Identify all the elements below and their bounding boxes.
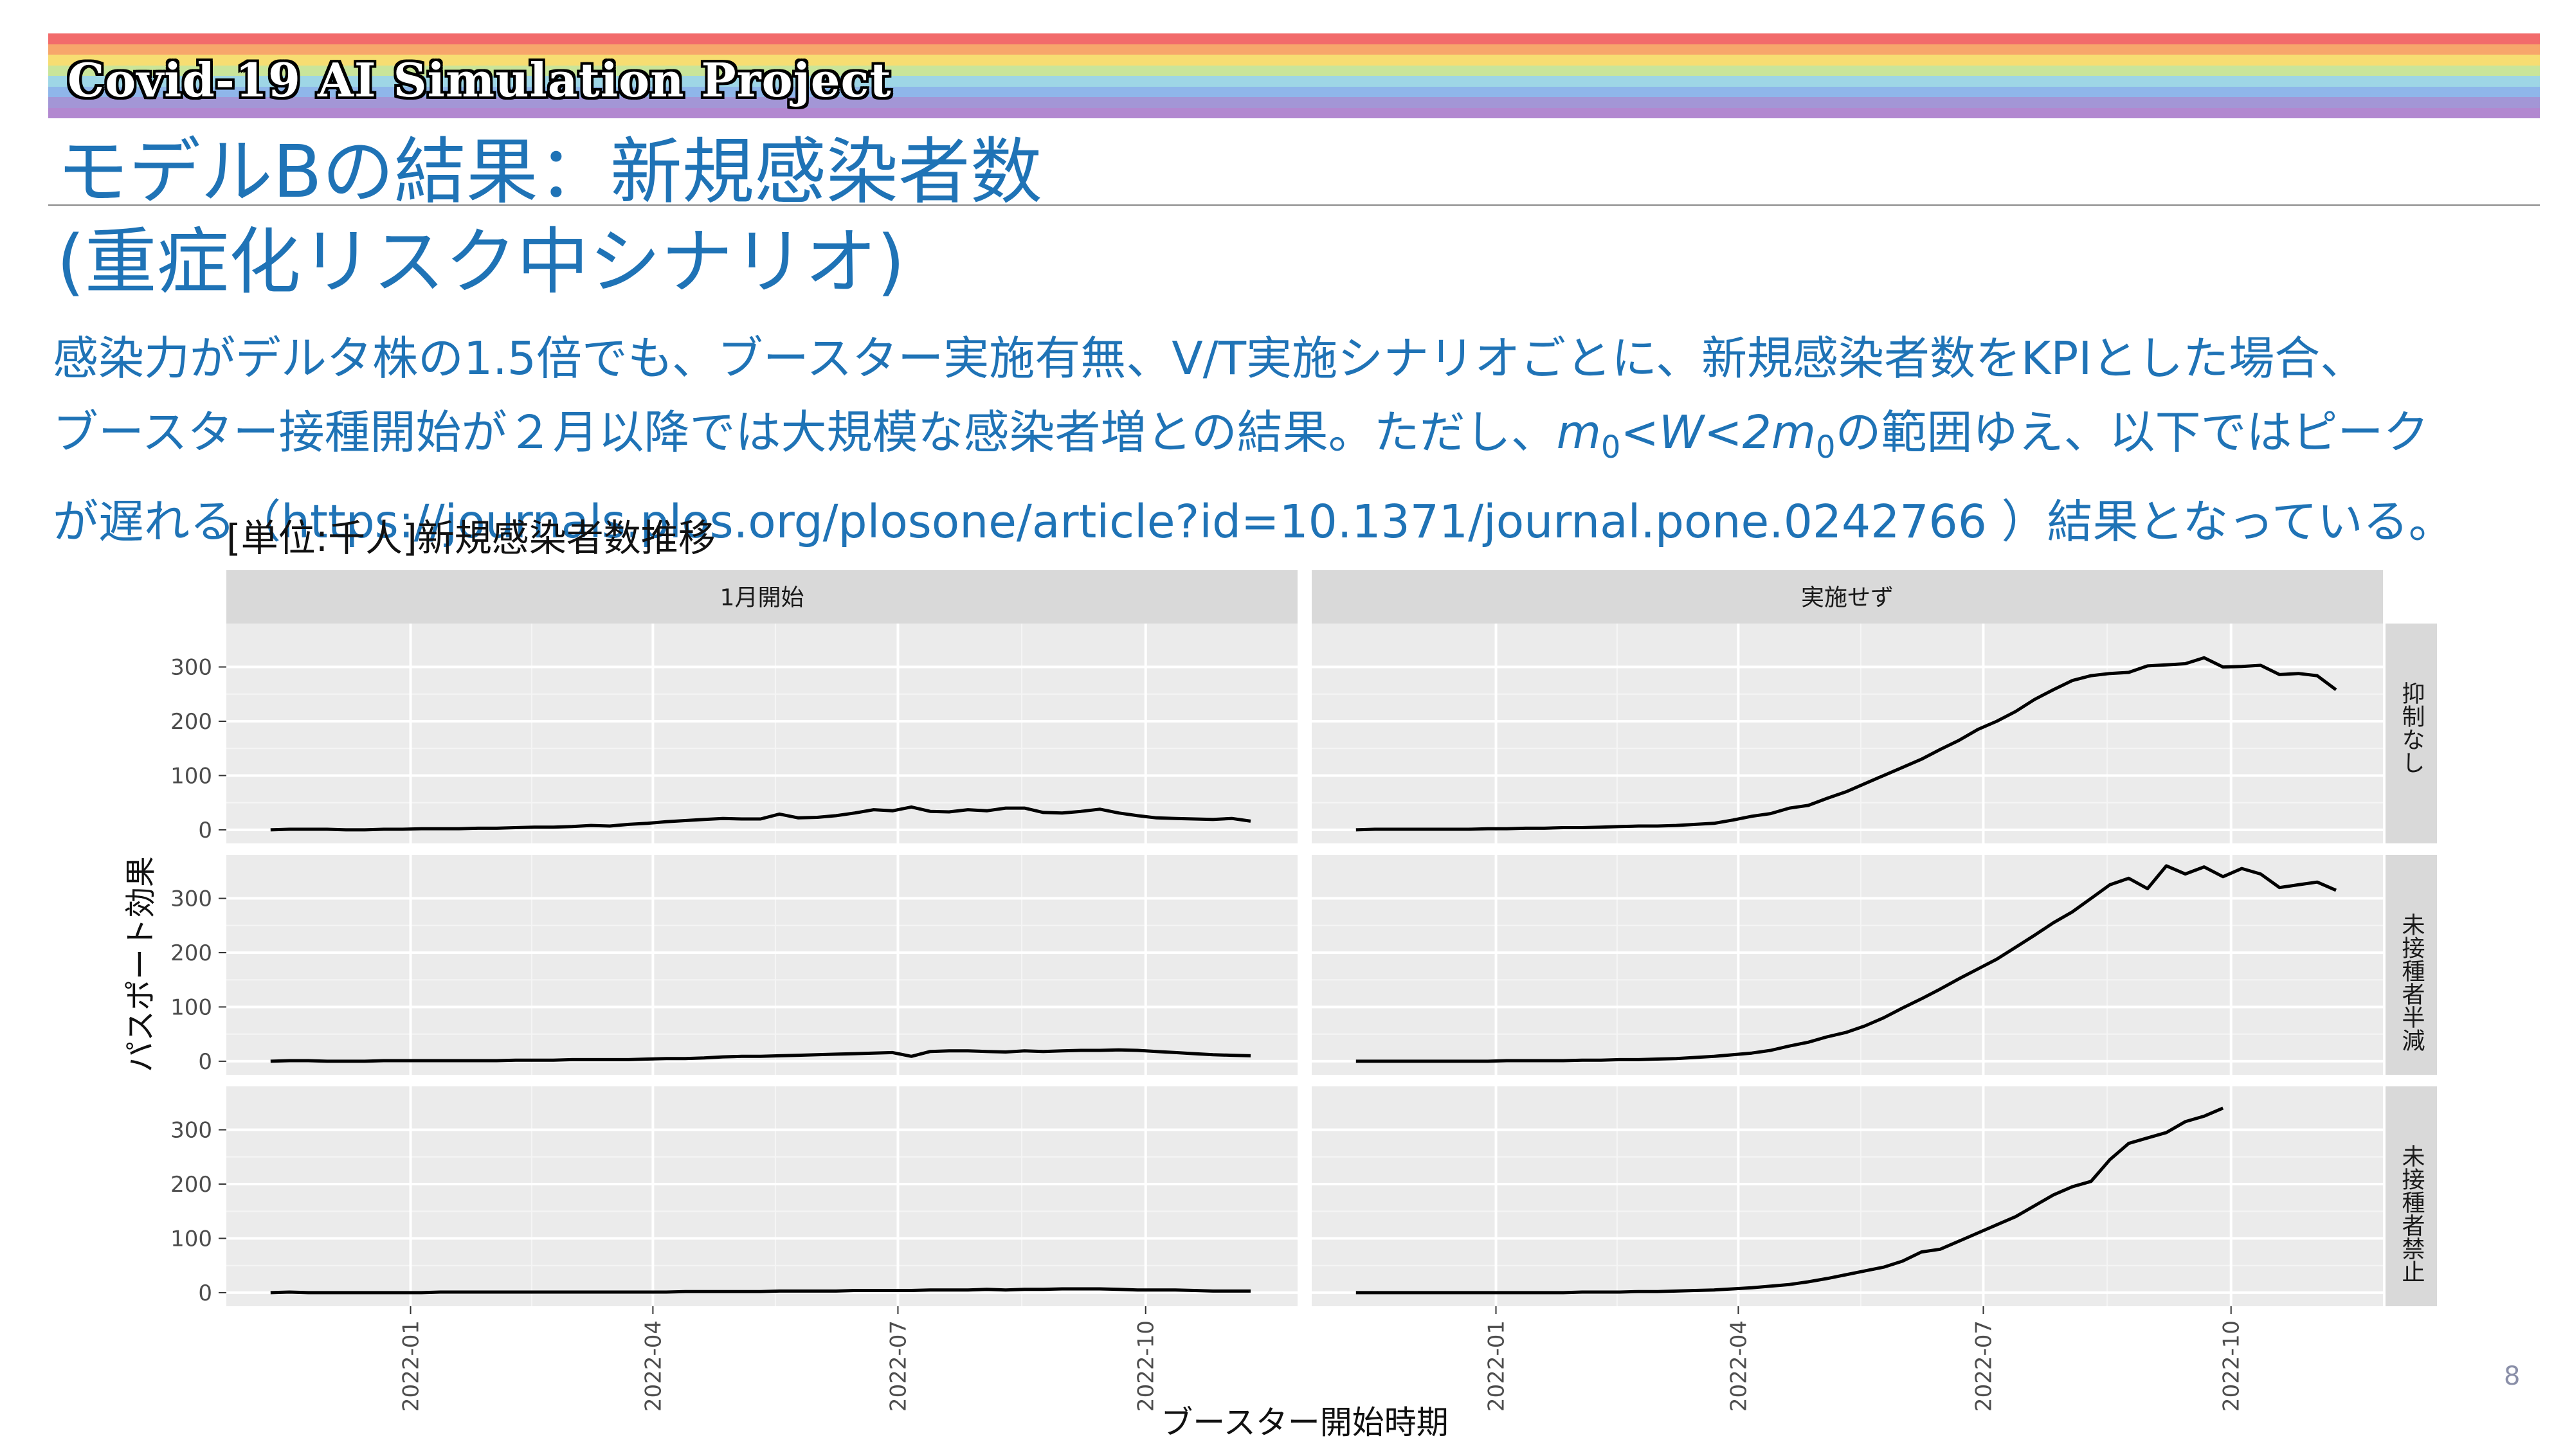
banner-stripe-1 (48, 33, 2540, 44)
row-strip-label: 未接種者禁止 (2398, 1144, 2425, 1283)
x-tick-label: 2022-10 (1134, 1320, 1159, 1412)
banner-stripe-7 (48, 97, 2540, 108)
banner-title: Covid-19 AI Simulation Project (68, 53, 892, 107)
y-tick-label: 0 (198, 818, 212, 843)
math-m0-2: m0 (1771, 406, 1836, 465)
math-inequality: <W<2 (1620, 406, 1771, 459)
body-line-2: ブースター接種開始が２月以降では大規模な感染者増との結果。ただし、m0<W<2m… (53, 395, 2528, 485)
row-strip (2386, 855, 2437, 1075)
panel-background (1312, 624, 2383, 843)
series-line (1355, 1106, 2224, 1295)
panel-background (1312, 855, 2383, 1075)
body-line-2-text: ブースター接種開始が２月以降では大規模な感染者増との結果。ただし、 (53, 406, 1557, 459)
math-sub: 0 (1600, 429, 1621, 466)
y-tick-label: 200 (170, 1172, 212, 1198)
series-line (1355, 864, 2337, 1063)
x-tick-label: 2022-07 (885, 1320, 911, 1412)
column-strip (1312, 570, 2383, 624)
x-tick-label: 2022-07 (1971, 1320, 1997, 1412)
body-line-3: が遅れる（https://journals.plos.org/plosone/a… (53, 495, 2454, 549)
panel-background (1312, 1086, 2383, 1306)
row-strip-label: 未接種者半減 (2398, 913, 2425, 1052)
math-m-2: m (1771, 406, 1816, 459)
panel-background (226, 624, 1298, 843)
y-tick-label: 100 (170, 994, 212, 1020)
slide-title: モデルBの結果：新規感染者数 (重症化リスク中シナリオ) (57, 127, 1042, 307)
banner-stripe-3 (48, 55, 2540, 66)
y-tick-label: 300 (170, 886, 212, 912)
row-strip (2386, 1086, 2437, 1306)
x-tick-label: 2022-04 (640, 1320, 666, 1412)
x-axis-title: ブースター開始時期 (1161, 1404, 1449, 1441)
y-axis-title: パスポート効果 (123, 856, 159, 1072)
column-strip (226, 570, 1298, 624)
row-strip-label: 抑制なし (2398, 681, 2425, 774)
slide-title-line-2: (重症化リスク中シナリオ) (57, 220, 905, 304)
series-line (1355, 656, 2337, 832)
banner-stripe-4 (48, 65, 2540, 76)
banner-stripe-5 (48, 76, 2540, 87)
y-tick-label: 200 (170, 709, 212, 735)
banner-stripe-6 (48, 86, 2540, 97)
x-tick-label: 2022-01 (399, 1320, 424, 1412)
series-line (270, 1287, 1251, 1295)
y-tick-label: 200 (170, 940, 212, 966)
y-tick-label: 0 (198, 1049, 212, 1075)
body-line-2-rest: の範囲ゆえ、以下ではピーク (1835, 406, 2429, 459)
x-tick-label: 2022-10 (2219, 1320, 2245, 1412)
title-divider (48, 204, 2540, 206)
row-strip (2386, 624, 2437, 843)
x-tick-label: 2022-04 (1726, 1320, 1752, 1412)
math-m0: m0 (1556, 406, 1621, 465)
banner-stripe-2 (48, 44, 2540, 55)
column-strip-label: 実施せず (1801, 585, 1894, 611)
y-tick-label: 100 (170, 1226, 212, 1252)
series-line (270, 805, 1251, 832)
y-tick-label: 0 (198, 1281, 212, 1306)
math-sub-2: 0 (1816, 429, 1836, 466)
chart-caption: [単位:千人]新規感染者数推移 (226, 516, 716, 560)
y-tick-label: 300 (170, 1118, 212, 1144)
slide-title-line-1: モデルBの結果：新規感染者数 (57, 130, 1042, 214)
banner-stripe-8 (48, 107, 2540, 118)
column-strip-label: 1月開始 (720, 585, 804, 611)
rainbow-banner: Covid-19 AI Simulation Project (48, 33, 2540, 118)
body-line-1: 感染力がデルタ株の1.5倍でも、ブースター実施有無、V/T実施シナリオごとに、新… (53, 332, 2366, 385)
panel-background (226, 855, 1298, 1075)
y-tick-label: 300 (170, 655, 212, 681)
panel-background (226, 1086, 1298, 1306)
slide-body: 感染力がデルタ株の1.5倍でも、ブースター実施有無、V/T実施シナリオごとに、新… (53, 321, 2528, 559)
page-number: 8 (2504, 1362, 2521, 1391)
y-tick-label: 100 (170, 763, 212, 789)
x-tick-label: 2022-01 (1484, 1320, 1510, 1412)
series-line (270, 1048, 1251, 1063)
math-m: m (1556, 406, 1601, 459)
